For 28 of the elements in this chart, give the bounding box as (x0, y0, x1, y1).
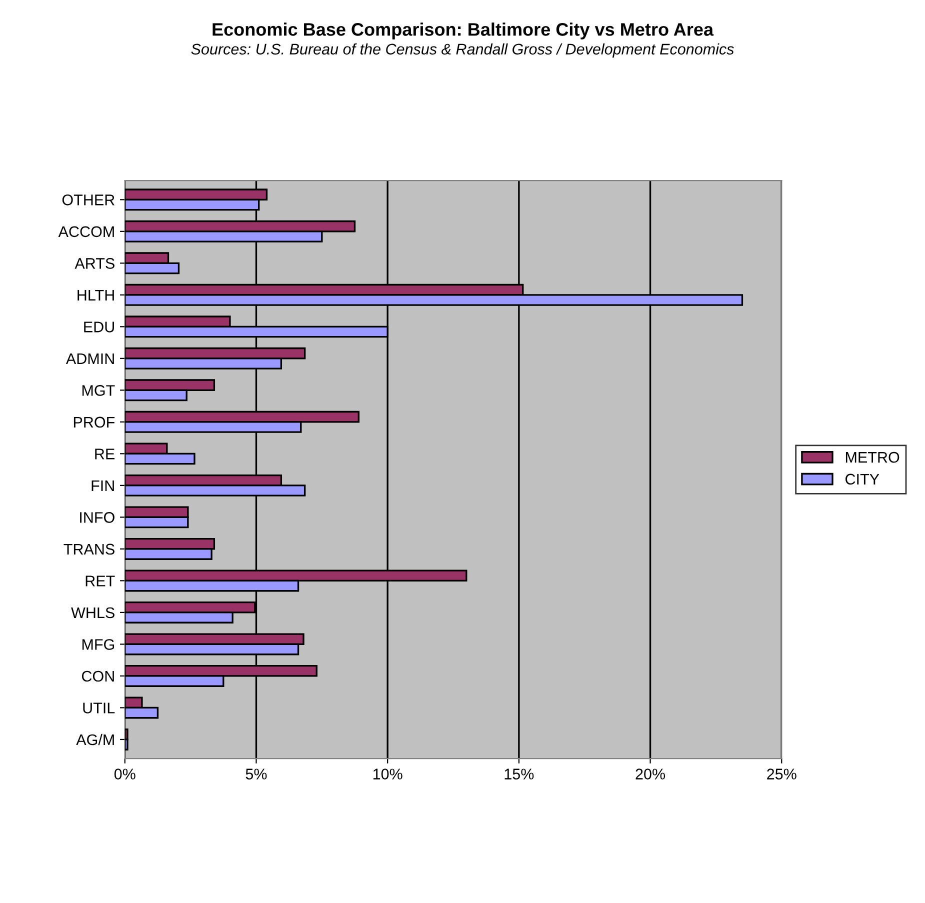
x-tick-label: 15% (504, 768, 534, 780)
x-tick-label: 20% (636, 768, 666, 780)
chart-subtitle: Sources: U.S. Bureau of the Census & Randall Gross / Development Economics (191, 43, 734, 58)
legend-label: METRO (846, 452, 900, 463)
y-tick-label: RET (86, 576, 115, 586)
y-tick-label: FIN (92, 480, 114, 491)
y-tick-label: WHLS (71, 607, 114, 618)
y-tick-label: UTIL (83, 702, 115, 714)
y-tick-label: INFO (80, 512, 114, 523)
legend-label: CITY (845, 474, 880, 485)
x-tick-label: 10% (373, 768, 402, 780)
y-tick-label: HLTH (78, 290, 114, 300)
y-tick-label: OTHER (62, 194, 114, 206)
y-tick-label: TRANS (64, 544, 114, 555)
x-tick-label: 0% (114, 768, 136, 780)
x-tick-label: 25% (767, 768, 796, 780)
y-tick-label: ADMIN (66, 353, 114, 364)
chart-title: Economic Base Comparison: Baltimore City vs Metro Area (212, 22, 714, 40)
y-tick-label: AG/M (76, 734, 114, 746)
y-tick-label: MFG (82, 639, 114, 650)
y-tick-label: CON (82, 670, 114, 682)
y-tick-label: EDU (84, 322, 114, 332)
y-tick-label: RE (95, 448, 114, 460)
y-tick-label: ARTS (74, 258, 114, 269)
y-tick-label: ACCOM (58, 226, 114, 238)
y-tick-label: MGT (82, 385, 115, 396)
x-tick-label: 5% (246, 768, 267, 780)
y-tick-label: PROF (74, 416, 115, 428)
